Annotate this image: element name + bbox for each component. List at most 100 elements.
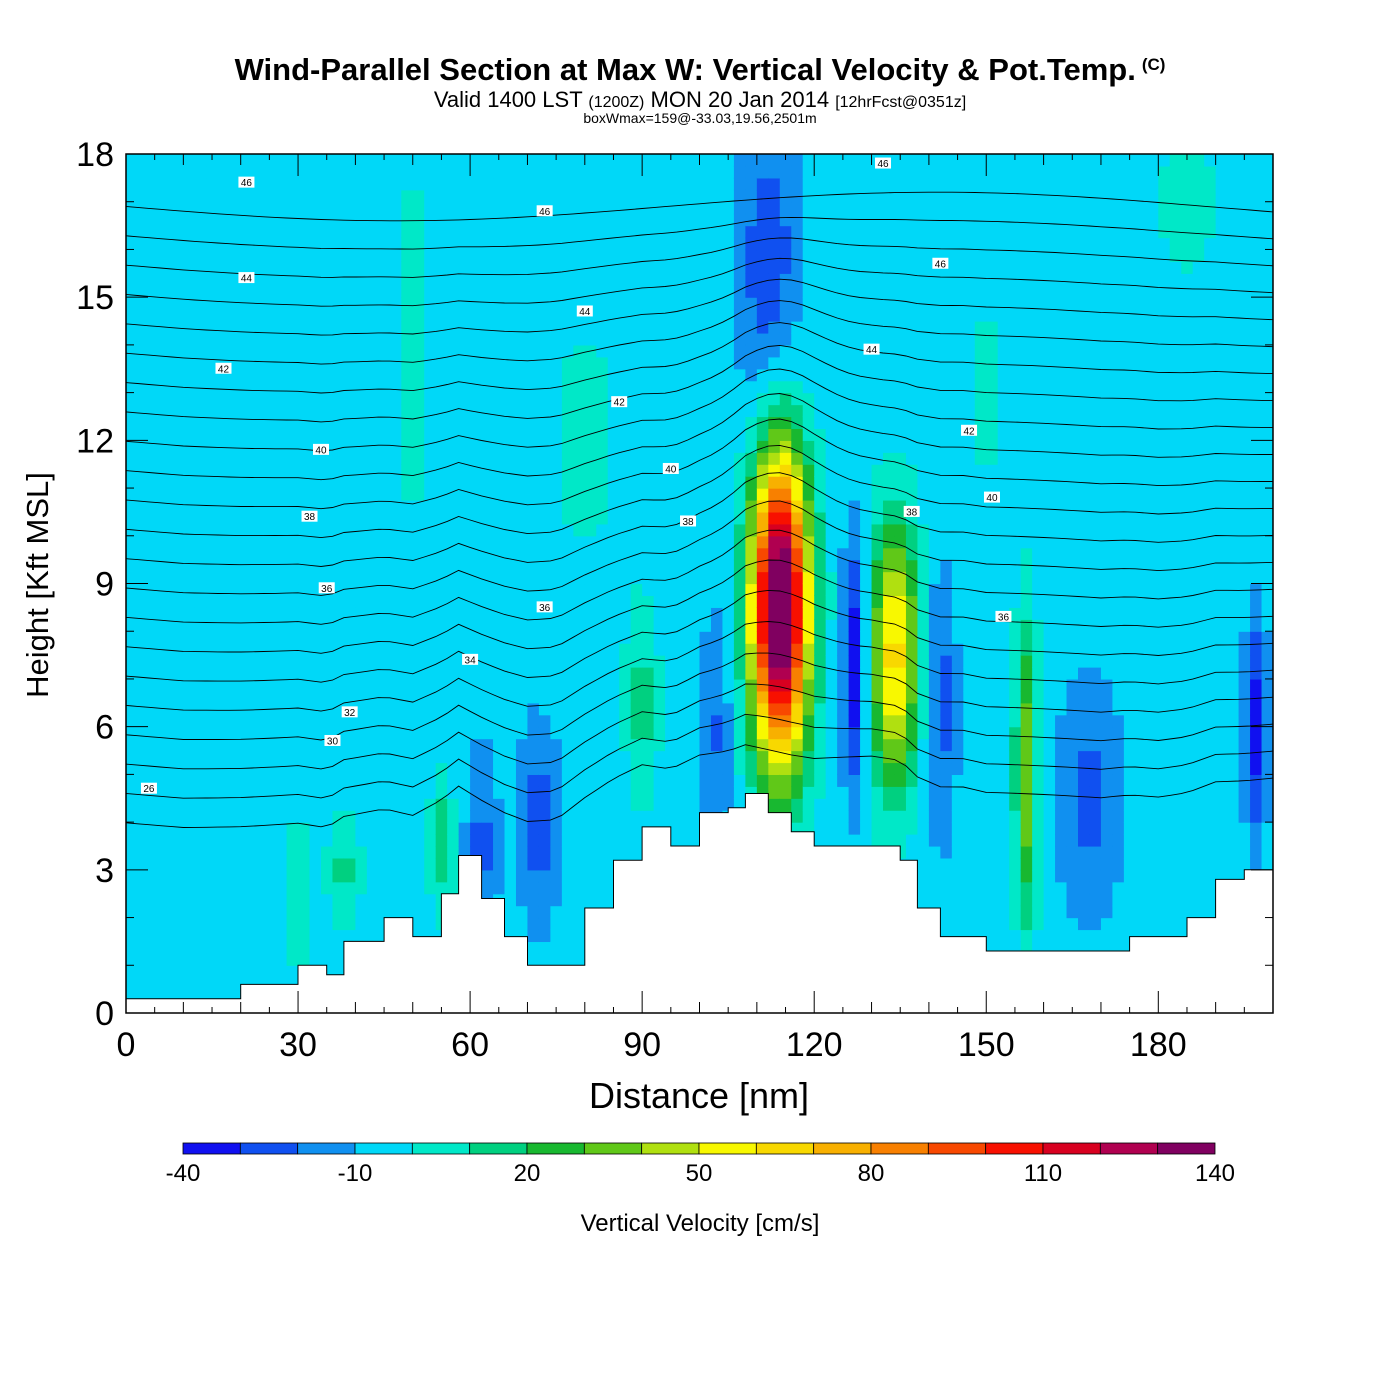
velocity-cell (160, 511, 173, 525)
velocity-cell (688, 213, 701, 227)
velocity-cell (194, 154, 207, 167)
velocity-cell (733, 273, 746, 286)
velocity-cell (240, 667, 253, 680)
velocity-cell (366, 690, 379, 704)
velocity-cell (229, 726, 242, 740)
velocity-cell (860, 380, 873, 394)
velocity-cell (309, 368, 322, 382)
velocity-cell (481, 309, 494, 322)
velocity-cell (894, 380, 907, 394)
velocity-cell (894, 404, 907, 418)
velocity-cell (848, 511, 861, 525)
velocity-cell (320, 857, 334, 871)
velocity-cell (504, 595, 517, 608)
velocity-cell (126, 237, 139, 251)
velocity-cell (550, 905, 563, 919)
velocity-cell (814, 273, 827, 286)
velocity-cell (332, 702, 345, 716)
velocity-cell (894, 416, 907, 429)
velocity-cell (424, 655, 437, 668)
velocity-cell (791, 631, 804, 644)
velocity-cell (848, 535, 861, 549)
velocity-cell (573, 905, 586, 919)
velocity-cell (837, 416, 850, 429)
velocity-cell (160, 225, 173, 239)
velocity-cell (504, 559, 517, 573)
velocity-cell (768, 321, 781, 334)
velocity-cell (860, 774, 873, 787)
velocity-cell (160, 965, 173, 978)
velocity-cell (894, 762, 907, 775)
velocity-cell (229, 523, 242, 537)
velocity-cell (470, 595, 483, 608)
velocity-cell (126, 571, 139, 585)
velocity-cell (710, 511, 724, 525)
velocity-cell (343, 523, 356, 537)
velocity-cell (366, 774, 379, 787)
velocity-cell (607, 213, 620, 227)
velocity-cell (745, 177, 758, 191)
velocity-cell (378, 321, 391, 334)
velocity-cell (401, 452, 414, 465)
velocity-cell (493, 583, 506, 597)
velocity-cell (756, 678, 769, 692)
velocity-cell (263, 655, 276, 668)
velocity-cell (263, 583, 276, 597)
velocity-cell (183, 225, 196, 239)
velocity-cell (481, 595, 494, 608)
velocity-cell (160, 690, 173, 704)
velocity-cell (860, 714, 873, 728)
velocity-cell (332, 786, 345, 799)
velocity-cell (412, 249, 425, 262)
velocity-cell (412, 845, 425, 859)
velocity-cell (619, 380, 632, 394)
velocity-cell (791, 595, 804, 608)
velocity-cell (298, 869, 311, 883)
velocity-cell (722, 368, 735, 382)
velocity-cell (768, 201, 781, 215)
velocity-cell (848, 786, 861, 799)
velocity-cell (435, 667, 448, 680)
velocity-cell (148, 452, 162, 465)
velocity-cell (194, 476, 207, 489)
velocity-cell (343, 368, 356, 382)
velocity-cell (298, 249, 311, 262)
velocity-cell (883, 452, 896, 465)
velocity-cell (504, 332, 517, 346)
velocity-cell (160, 392, 173, 406)
velocity-cell (298, 285, 311, 298)
velocity-cell (905, 619, 919, 632)
velocity-cell (206, 869, 219, 883)
velocity-cell (527, 643, 540, 656)
velocity-cell (263, 822, 276, 835)
velocity-cell (527, 774, 540, 787)
velocity-cell (148, 309, 162, 322)
velocity-cell (584, 714, 597, 728)
velocity-cell (848, 762, 861, 775)
velocity-cell (561, 213, 574, 227)
velocity-cell (722, 165, 735, 179)
velocity-cell (504, 619, 517, 632)
velocity-cell (148, 416, 162, 429)
velocity-cell (366, 714, 379, 728)
velocity-cell (412, 738, 425, 752)
velocity-cell (137, 965, 150, 978)
velocity-cell (252, 667, 265, 680)
velocity-cell (493, 869, 506, 883)
velocity-cell (458, 225, 471, 239)
velocity-cell (756, 774, 769, 787)
velocity-cell (458, 309, 471, 322)
velocity-cell (481, 869, 494, 883)
velocity-cell (481, 535, 494, 549)
velocity-cell (252, 559, 265, 573)
velocity-cell (160, 154, 173, 167)
velocity-cell (561, 165, 574, 179)
velocity-cell (412, 547, 425, 561)
velocity-cell (515, 834, 529, 847)
velocity-cell (871, 547, 884, 561)
velocity-cell (860, 285, 873, 298)
velocity-cell (630, 643, 643, 656)
velocity-cell (447, 845, 460, 859)
velocity-cell (194, 798, 207, 811)
velocity-cell (802, 798, 815, 811)
